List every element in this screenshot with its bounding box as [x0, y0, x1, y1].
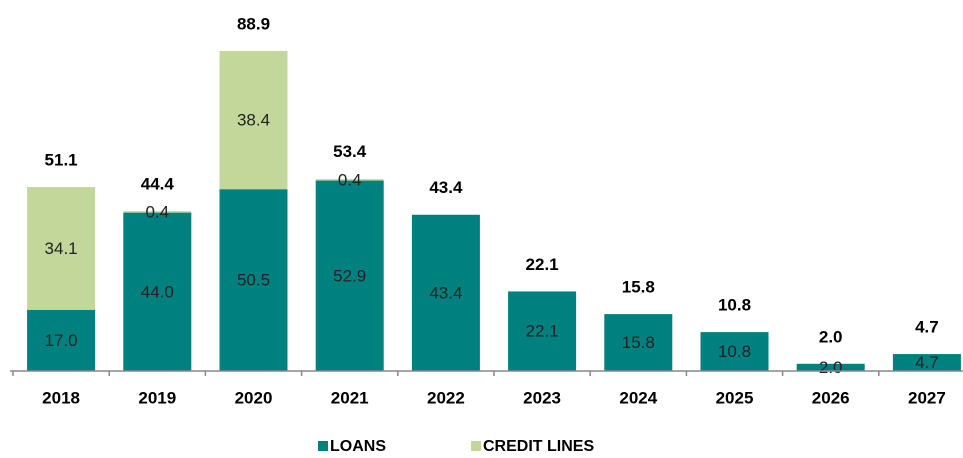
- legend-label: CREDIT LINES: [483, 438, 594, 455]
- segment-label: 0.4: [338, 170, 362, 189]
- bar-segment: [315, 179, 384, 181]
- bar-segment: [796, 363, 865, 371]
- x-tick-label: 2019: [138, 388, 176, 407]
- x-tick-label: 2025: [716, 388, 754, 407]
- x-tick-label: 2026: [812, 388, 850, 407]
- bar-segment: [27, 187, 96, 310]
- bar-segment: [892, 354, 961, 371]
- total-label: 2.0: [819, 327, 843, 346]
- x-tick-label: 2027: [908, 388, 946, 407]
- segment-label: 43.4: [429, 283, 462, 302]
- x-tick-label: 2021: [331, 388, 369, 407]
- segment-label: 52.9: [333, 266, 366, 285]
- total-label: 53.4: [333, 142, 367, 161]
- legend-label: LOANS: [330, 438, 386, 455]
- segment-label: 4.7: [915, 353, 939, 372]
- legend-swatch: [318, 441, 328, 451]
- total-label: 88.9: [237, 14, 270, 33]
- total-label: 43.4: [429, 178, 463, 197]
- segment-label: 15.8: [622, 333, 655, 352]
- x-tick-label: 2022: [427, 388, 465, 407]
- bar-segment: [219, 189, 288, 371]
- segment-label: 0.4: [145, 202, 169, 221]
- segment-label: 17.0: [45, 331, 78, 350]
- bar-segment: [123, 212, 192, 371]
- x-tick-label: 2020: [235, 388, 273, 407]
- total-label: 22.1: [526, 255, 559, 274]
- bar-segment: [604, 314, 673, 371]
- segment-label: 44.0: [141, 282, 174, 301]
- bar-segment: [123, 211, 192, 213]
- total-label: 15.8: [622, 278, 655, 297]
- segment-label: 22.1: [526, 322, 559, 341]
- bar-segment: [700, 332, 769, 371]
- total-label: 51.1: [45, 151, 78, 170]
- bar-segment: [315, 180, 384, 371]
- legend-swatch: [471, 441, 481, 451]
- x-tick-label: 2023: [523, 388, 561, 407]
- segment-label: 2.0: [819, 358, 843, 377]
- x-tick-label: 2024: [619, 388, 657, 407]
- bar-segment: [219, 50, 288, 190]
- segment-label: 34.1: [45, 239, 78, 258]
- x-tick-label: 2018: [42, 388, 80, 407]
- segment-label: 50.5: [237, 271, 270, 290]
- bar-segment: [411, 214, 480, 371]
- bar-segment: [508, 291, 577, 371]
- total-label: 4.7: [915, 318, 939, 337]
- segment-label: 10.8: [718, 342, 751, 361]
- total-label: 44.4: [141, 175, 175, 194]
- total-label: 10.8: [718, 296, 751, 315]
- segment-label: 38.4: [237, 111, 270, 130]
- bar-segment: [27, 309, 96, 371]
